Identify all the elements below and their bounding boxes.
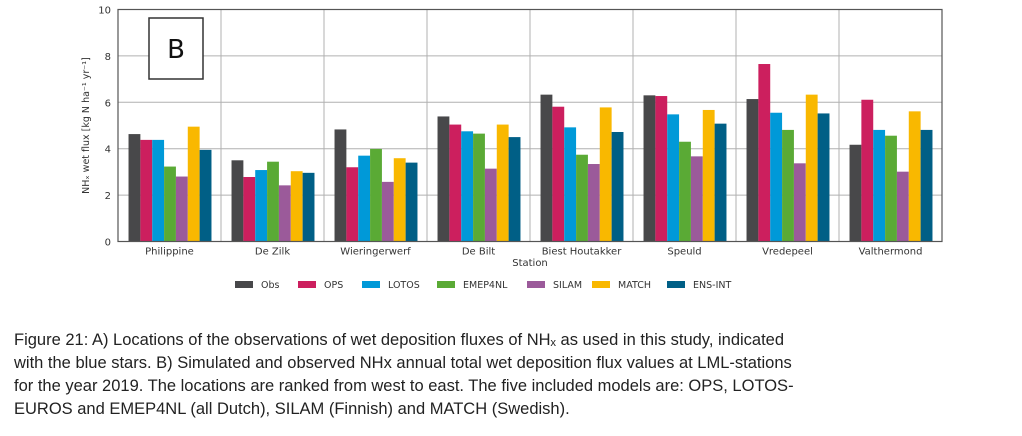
y-tick-label: 0 [105,238,111,249]
bar-silam-biest-houtakker [587,164,600,242]
bar-emep4nl-philippine [164,166,176,242]
y-tick-label: 8 [105,52,111,63]
bar-ops-wieringerwerf [346,167,359,242]
bar-lotos-wieringerwerf [358,155,371,242]
bar-match-de-zilk [290,171,303,242]
y-tick-label: 2 [105,191,111,202]
bar-obs-philippine [128,134,141,242]
bar-silam-de-bilt [484,168,497,242]
bar-match-philippine [187,126,200,242]
x-tick-label: De Bilt [462,247,495,258]
bar-match-de-bilt [496,124,509,242]
bar-silam-valthermond [896,171,909,242]
bar-emep4nl-speuld [679,141,691,242]
x-tick-label: Vredepeel [762,247,813,258]
bar-ens-int-speuld [714,123,727,242]
legend-swatch-ops [298,281,316,288]
bar-silam-vredepeel [793,163,806,242]
bar-lotos-de-zilk [255,170,268,242]
bar-obs-wieringerwerf [334,129,347,242]
bar-chart: 0 2 4 6 8 10 Philippine De Zilk Wieringerwerf De … [81,6,943,291]
bar-ens-int-valthermond [920,129,933,242]
bar-ops-speuld [655,96,668,242]
bar-lotos-vredepeel [770,112,783,242]
legend-swatch-obs [235,281,253,288]
bar-match-wieringerwerf [393,158,406,242]
x-tick-label: Wieringerwerf [340,247,411,258]
legend-label-silam: SILAM [553,280,582,291]
caption-line: EUROS and EMEP4NL (all Dutch), SILAM (Fi… [14,400,570,418]
plot-frame [117,8,943,243]
bar-ops-valthermond [861,99,874,242]
legend-swatch-silam [527,281,545,288]
legend-label-emep4nl: EMEP4NL [463,280,508,291]
bar-ops-de-bilt [449,124,462,242]
legend-label-obs: Obs [261,280,280,291]
bar-ens-int-wieringerwerf [405,162,418,242]
legend-label-ops: OPS [324,280,343,291]
bar-match-biest-houtakker [599,107,612,242]
y-tick-label: 4 [105,145,111,156]
bar-obs-de-zilk [231,160,244,242]
bar-ens-int-de-zilk [302,172,315,242]
y-axis-label: NHₓ wet flux [kg N ha⁻¹ yr⁻¹] [81,57,92,194]
panel-label: B [167,35,185,65]
caption-line: Figure 21: A) Locations of the observati… [14,331,785,349]
legend-label-match: MATCH [618,280,651,291]
bar-silam-speuld [690,156,703,242]
x-tick-label: Philippine [145,247,194,258]
bar-ens-int-vredepeel [817,113,830,242]
x-axis-label: Station [512,258,548,269]
x-tick-label: Speuld [667,247,701,258]
bar-obs-speuld [643,95,656,242]
bar-emep4nl-de-zilk [267,161,279,242]
figure-caption: Figure 21: A) Locations of the observati… [14,329,794,421]
bar-match-valthermond [908,111,921,242]
bar-match-speuld [702,109,715,242]
x-tick-label: Valthermond [859,247,923,258]
bar-lotos-valthermond [873,129,886,242]
bar-ens-int-biest-houtakker [611,131,624,242]
bar-lotos-biest-houtakker [564,127,577,242]
bar-obs-de-bilt [437,116,450,242]
bar-ens-int-de-bilt [508,137,521,242]
legend-swatch-emep4nl [437,281,455,288]
bar-emep4nl-valthermond [885,135,897,242]
bar-lotos-speuld [667,114,680,242]
y-tick-label: 10 [98,6,111,17]
panel-label-box [148,17,204,80]
bar-obs-vredepeel [746,99,759,242]
legend-swatch-lotos [362,281,380,288]
bar-emep4nl-biest-houtakker [576,154,588,242]
bar-silam-wieringerwerf [381,181,394,242]
caption-line: for the year 2019. The locations are ran… [14,377,794,395]
x-tick-label: De Zilk [255,247,290,258]
bar-ops-de-zilk [243,177,256,242]
legend-label-ens-int: ENS-INT [693,280,731,291]
legend-swatch-ens-int [667,281,685,288]
bar-obs-valthermond [849,144,862,242]
bar-emep4nl-vredepeel [782,129,794,242]
bar-emep4nl-wieringerwerf [370,148,382,242]
legend-label-lotos: LOTOS [388,280,420,291]
bar-match-vredepeel [805,94,818,242]
caption-line: with the blue stars. B) Simulated and ob… [14,354,792,372]
legend-swatch-match [592,281,610,288]
bar-obs-biest-houtakker [540,94,553,242]
bar-lotos-de-bilt [461,131,474,242]
bar-ens-int-philippine [199,149,212,242]
y-tick-label: 6 [105,98,111,109]
bar-silam-philippine [175,176,188,242]
bar-ops-philippine [140,139,153,242]
bar-lotos-philippine [152,139,165,242]
bar-ops-vredepeel [758,64,771,242]
bar-silam-de-zilk [278,185,291,242]
x-tick-label: Biest Houtakker [542,247,623,258]
bar-ops-biest-houtakker [552,106,565,242]
bar-emep4nl-de-bilt [473,133,485,242]
